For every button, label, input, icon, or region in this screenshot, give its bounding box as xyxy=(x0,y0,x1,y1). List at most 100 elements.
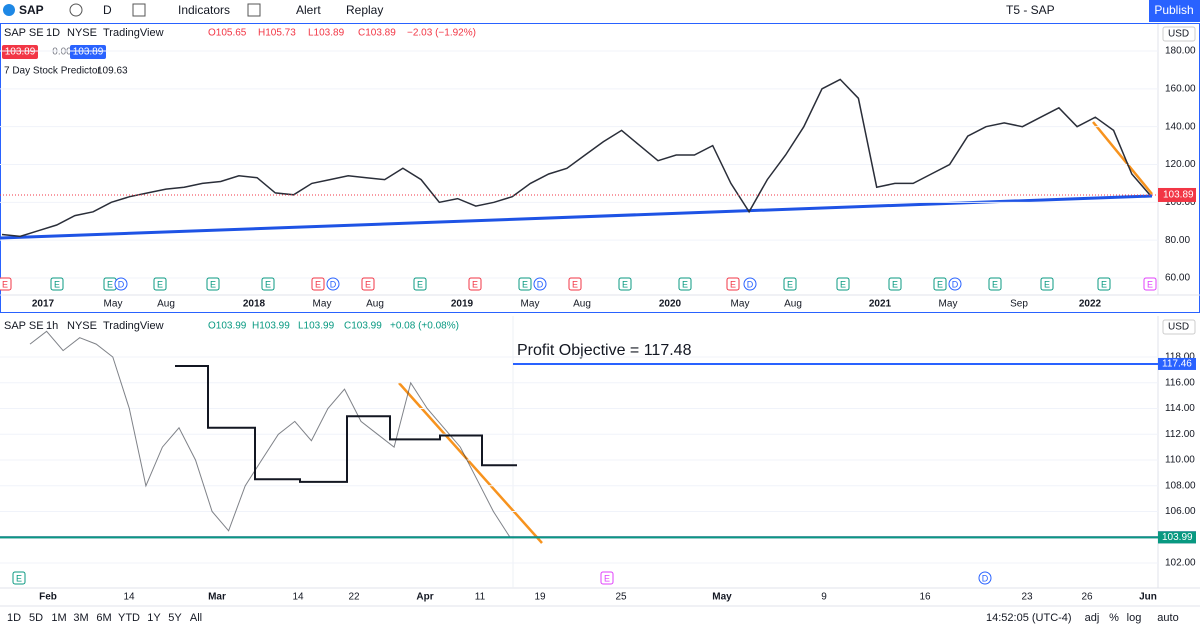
dividend-marker[interactable] xyxy=(978,571,992,585)
earnings-marker[interactable] xyxy=(518,277,532,291)
x-tick-label: 26 xyxy=(1081,592,1093,603)
marker-letter[interactable]: E xyxy=(840,279,846,289)
marker-letter[interactable]: D xyxy=(982,573,989,583)
marker-letter[interactable]: E xyxy=(210,279,216,289)
marker-letter[interactable]: E xyxy=(16,573,22,583)
earnings-marker[interactable] xyxy=(933,277,947,291)
marker-letter[interactable]: E xyxy=(1044,279,1050,289)
earnings-marker[interactable] xyxy=(988,277,1002,291)
dividend-marker[interactable] xyxy=(533,277,547,291)
x-tick-label: May xyxy=(104,299,123,310)
earnings-marker[interactable] xyxy=(678,277,692,291)
add-symbol[interactable] xyxy=(69,3,83,17)
alert[interactable]: Alert xyxy=(296,3,321,17)
range-button[interactable]: 1D xyxy=(7,612,21,624)
dividend-marker[interactable] xyxy=(948,277,962,291)
earnings-marker[interactable] xyxy=(261,277,275,291)
currency[interactable]: USD xyxy=(1168,322,1189,333)
layout[interactable]: T5 - SAP xyxy=(1006,3,1055,17)
marker-letter[interactable]: E xyxy=(54,279,60,289)
publish-button[interactable] xyxy=(1149,0,1200,22)
x-tick-label: 16 xyxy=(919,592,931,603)
currency[interactable]: USD xyxy=(1168,29,1189,40)
earnings-marker[interactable] xyxy=(361,277,375,291)
price-tag xyxy=(1158,357,1196,370)
trend-line xyxy=(398,382,543,544)
currency-box[interactable] xyxy=(1162,319,1196,335)
range-button[interactable]: 5Y xyxy=(168,612,182,624)
earnings-marker[interactable] xyxy=(468,277,482,291)
marker-letter[interactable]: E xyxy=(604,573,610,583)
marker-letter[interactable]: E xyxy=(572,279,578,289)
price-tag xyxy=(1158,531,1196,544)
marker-letter[interactable]: D xyxy=(747,279,754,289)
symbol[interactable]: SAP xyxy=(19,3,44,17)
interval[interactable]: D xyxy=(103,3,112,17)
earnings-marker[interactable] xyxy=(888,277,902,291)
earnings-marker[interactable] xyxy=(12,571,26,585)
marker-letter[interactable]: E xyxy=(157,279,163,289)
scale-toggle[interactable]: log xyxy=(1127,612,1142,624)
earnings-marker[interactable] xyxy=(153,277,167,291)
marker-letter[interactable]: D xyxy=(330,279,337,289)
marker-letter[interactable]: E xyxy=(265,279,271,289)
marker-letter[interactable]: E xyxy=(417,279,423,289)
legend-ohlc: O105.65 xyxy=(208,28,247,39)
range-button[interactable]: 5D xyxy=(29,612,43,624)
marker-letter[interactable]: E xyxy=(1147,279,1153,289)
range-button[interactable]: YTD xyxy=(118,612,140,624)
earnings-marker[interactable] xyxy=(568,277,582,291)
range-button[interactable]: 3M xyxy=(73,612,88,624)
marker-letter[interactable]: D xyxy=(118,279,125,289)
earnings-marker[interactable] xyxy=(726,277,740,291)
marker-letter[interactable]: E xyxy=(315,279,321,289)
toolbar xyxy=(0,0,1200,22)
marker-letter[interactable]: E xyxy=(2,279,8,289)
scale-toggle[interactable]: % xyxy=(1109,612,1119,624)
replay[interactable]: Replay xyxy=(346,3,383,17)
scale-toggle[interactable]: auto xyxy=(1157,612,1178,624)
x-tick-label: 11 xyxy=(475,592,486,603)
marker-letter[interactable]: E xyxy=(730,279,736,289)
earnings-marker[interactable] xyxy=(783,277,797,291)
publish[interactable]: Publish xyxy=(1154,3,1193,17)
marker-letter[interactable]: E xyxy=(522,279,528,289)
marker-letter[interactable]: E xyxy=(107,279,113,289)
earnings-marker[interactable] xyxy=(1097,277,1111,291)
earnings-marker[interactable] xyxy=(600,571,614,585)
earnings-marker[interactable] xyxy=(618,277,632,291)
marker-letter[interactable]: E xyxy=(992,279,998,289)
marker-letter[interactable]: D xyxy=(952,279,959,289)
marker-letter[interactable]: E xyxy=(937,279,943,289)
scale-toggle[interactable]: adj xyxy=(1085,612,1100,624)
earnings-marker[interactable] xyxy=(50,277,64,291)
marker-letter[interactable]: E xyxy=(787,279,793,289)
earnings-marker[interactable] xyxy=(413,277,427,291)
marker-letter[interactable]: E xyxy=(892,279,898,289)
chart-type[interactable] xyxy=(132,3,146,17)
templates[interactable] xyxy=(247,3,261,17)
earnings-marker[interactable] xyxy=(206,277,220,291)
marker-letter[interactable]: E xyxy=(682,279,688,289)
dividend-marker[interactable] xyxy=(743,277,757,291)
legend-interval: 1h xyxy=(46,320,58,332)
earnings-marker[interactable] xyxy=(1040,277,1054,291)
range-button[interactable]: 1M xyxy=(51,612,66,624)
marker-letter[interactable]: E xyxy=(1101,279,1107,289)
earnings-marker[interactable] xyxy=(836,277,850,291)
dividend-marker[interactable] xyxy=(114,277,128,291)
dividend-marker[interactable] xyxy=(326,277,340,291)
indicators[interactable]: Indicators xyxy=(178,3,230,17)
range-button[interactable]: 6M xyxy=(96,612,111,624)
marker-letter[interactable]: E xyxy=(472,279,478,289)
range-button[interactable]: All xyxy=(190,612,202,624)
marker-letter[interactable]: E xyxy=(365,279,371,289)
price-tag-text: 103.99 xyxy=(1162,532,1193,543)
marker-letter[interactable]: E xyxy=(622,279,628,289)
range-button[interactable]: 1Y xyxy=(147,612,161,624)
earnings-marker[interactable] xyxy=(311,277,325,291)
earnings-marker[interactable] xyxy=(1143,277,1157,291)
currency-box[interactable] xyxy=(1162,26,1196,42)
earnings-marker[interactable] xyxy=(0,277,12,291)
marker-letter[interactable]: D xyxy=(537,279,544,289)
